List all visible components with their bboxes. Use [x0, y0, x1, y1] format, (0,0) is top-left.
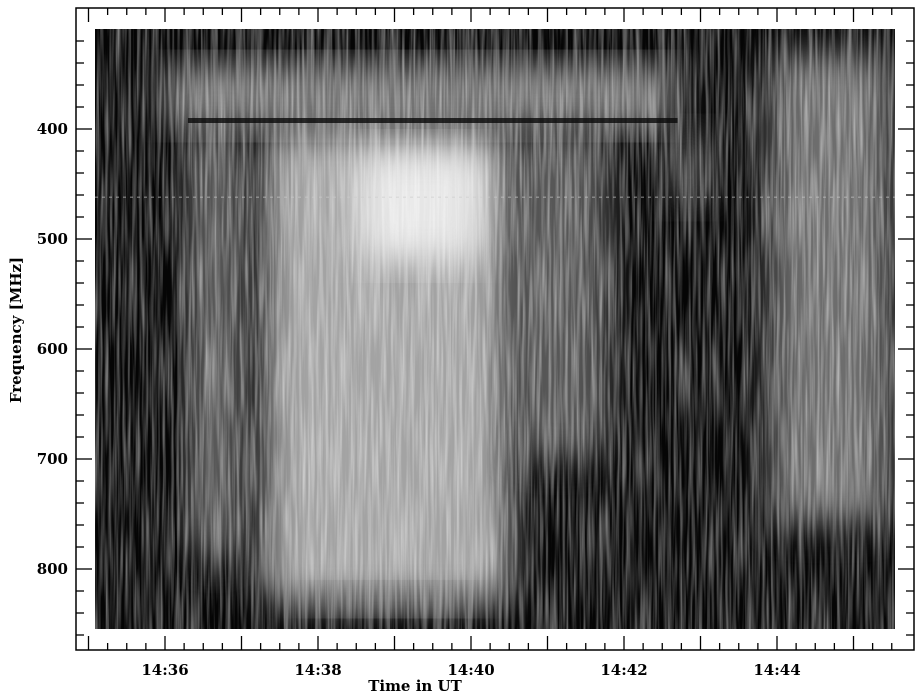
y-tick-label: 800 [37, 560, 68, 578]
x-tick-label: 14:36 [141, 661, 188, 679]
x-tick-label: 14:38 [294, 661, 341, 679]
y-axis-label: Frequency [MHz] [7, 257, 25, 403]
y-tick-label: 400 [37, 120, 68, 138]
y-axis-ticks: 400 500 600 700 800 [37, 40, 914, 636]
y-tick-label: 500 [37, 230, 68, 248]
x-tick-label: 14:44 [753, 661, 800, 679]
y-tick-label: 600 [37, 340, 68, 358]
x-tick-label: 14:40 [447, 661, 494, 679]
y-tick-label: 700 [37, 450, 68, 468]
x-axis-label: Time in UT [368, 677, 462, 695]
texture-overlay [95, 29, 895, 629]
horizontal-bands [95, 118, 895, 198]
dark-band [187, 118, 678, 123]
x-tick-label: 14:42 [600, 661, 647, 679]
x-axis-ticks: 14:36 14:38 14:40 14:42 14:44 [87, 8, 893, 679]
